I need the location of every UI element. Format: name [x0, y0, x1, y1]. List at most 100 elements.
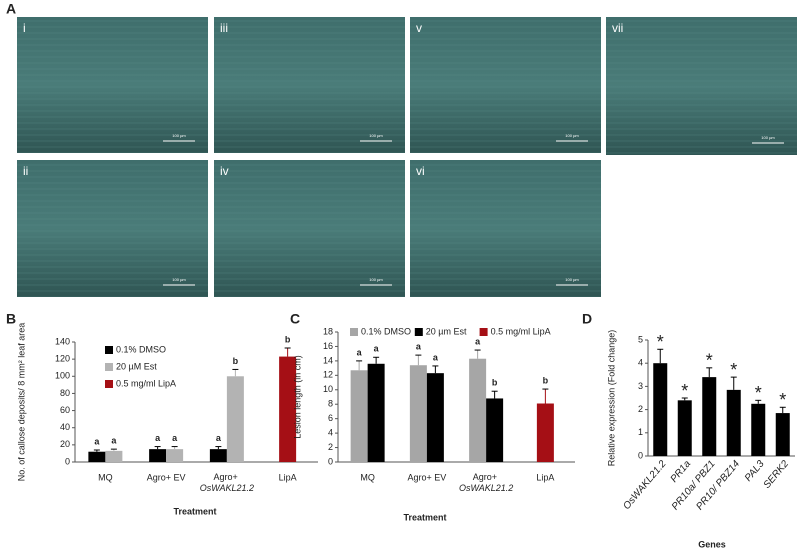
annotation: * — [755, 383, 762, 403]
y-tick-label: 20 — [60, 439, 70, 449]
significance-letter: a — [94, 436, 100, 446]
bar — [88, 451, 106, 462]
y-tick-label: 5 — [638, 334, 643, 344]
y-axis-label: No. of callose deposits/ 8 mm² leaf area — [16, 323, 26, 482]
scale-label: 100 µm — [761, 135, 775, 140]
significance-letter: b — [543, 375, 549, 385]
y-tick-label: 80 — [60, 388, 70, 398]
annotation: * — [681, 381, 688, 401]
legend-swatch — [105, 363, 113, 371]
y-tick-label: 120 — [55, 354, 70, 364]
significance-letter: a — [357, 347, 363, 357]
bar — [751, 403, 766, 456]
y-tick-label: 4 — [638, 358, 643, 368]
y-tick-label: 2 — [328, 442, 333, 452]
legend-label: 0.5 mg/ml LipA — [116, 378, 176, 388]
micrograph: vii 100 µm — [606, 17, 797, 155]
panel-label: C — [290, 311, 300, 327]
x-tick-label: MQ — [98, 472, 113, 482]
panel-label: D — [582, 311, 592, 327]
annotation: * — [779, 390, 786, 410]
y-axis-label: Lesion length (in cm) — [292, 355, 302, 439]
y-tick-label: 4 — [328, 427, 333, 437]
significance-letter: a — [433, 352, 439, 362]
micrograph: iv 100 µm — [214, 160, 405, 297]
y-tick-label: 14 — [323, 355, 333, 365]
bar — [367, 363, 385, 462]
bar — [726, 389, 741, 456]
panel-label: B — [6, 311, 16, 327]
micrograph-texture — [214, 160, 405, 297]
micrograph-label: iii — [220, 21, 228, 35]
significance-letter: a — [374, 344, 380, 354]
panel-label: A — [6, 1, 16, 17]
y-tick-label: 40 — [60, 422, 70, 432]
legend-swatch — [105, 346, 113, 354]
micrograph-texture — [410, 160, 601, 297]
annotation: * — [730, 360, 737, 380]
y-tick-label: 6 — [328, 413, 333, 423]
significance-letter: a — [111, 436, 117, 446]
bar — [149, 449, 167, 462]
legend-label: 20 µM Est — [116, 361, 157, 371]
legend-swatch — [414, 328, 423, 336]
x-tick-label: Agro+ OsWAKL21.2 — [459, 472, 513, 493]
y-tick-label: 1 — [638, 427, 643, 437]
significance-letter: a — [475, 336, 481, 346]
bar — [166, 449, 184, 462]
x-tick-label: OsWAKL21.2 — [621, 458, 669, 512]
significance-letter: b — [233, 356, 239, 366]
legend-label: 0.5 mg/ml LipA — [491, 326, 551, 336]
micrograph-label: iv — [220, 164, 229, 178]
y-tick-label: 0 — [65, 456, 70, 466]
x-axis-label: Treatment — [173, 506, 216, 516]
scale-label: 100 µm — [565, 277, 579, 282]
y-tick-label: 16 — [323, 341, 333, 351]
y-tick-label: 3 — [638, 381, 643, 391]
bar — [536, 403, 554, 462]
legend-label: 0.1% DMSO — [116, 344, 166, 354]
micrograph-label: ii — [23, 164, 28, 178]
scale-label: 100 µm — [369, 277, 383, 282]
bar — [702, 377, 717, 456]
x-tick-label: PAL3 — [743, 458, 767, 484]
micrograph-label: vii — [612, 21, 623, 35]
micrograph: ii 100 µm — [17, 160, 208, 297]
x-tick-label: MQ — [360, 472, 375, 482]
micrograph-texture — [410, 17, 601, 153]
scale-label: 100 µm — [172, 133, 186, 138]
micrograph-texture — [214, 17, 405, 153]
x-tick-label: SERK2 — [762, 458, 792, 491]
x-axis-label: Treatment — [403, 512, 446, 522]
bar — [653, 363, 668, 456]
micrograph: v 100 µm — [410, 17, 601, 153]
y-axis-label: Relative expression (Fold change) — [606, 330, 616, 467]
significance-letter: b — [285, 334, 291, 344]
x-tick-label: Agro+ EV — [407, 472, 446, 482]
micrograph: vi 100 µm — [410, 160, 601, 297]
annotation: * — [657, 332, 664, 352]
y-tick-label: 8 — [328, 399, 333, 409]
bar — [350, 370, 368, 462]
annotation: * — [706, 351, 713, 371]
bar — [279, 356, 297, 462]
significance-letter: a — [155, 433, 161, 443]
legend-label: 0.1% DMSO — [361, 326, 411, 336]
scale-label: 100 µm — [369, 133, 383, 138]
bar — [426, 373, 444, 462]
bar — [486, 398, 504, 462]
bar — [226, 376, 244, 462]
y-tick-label: 12 — [323, 370, 333, 380]
scale-label: 100 µm — [565, 133, 579, 138]
legend-swatch — [105, 380, 113, 388]
x-tick-label: Agro+ OsWAKL21.2 — [200, 472, 254, 493]
bar — [105, 450, 123, 462]
y-tick-label: 0 — [328, 456, 333, 466]
bar — [469, 358, 487, 462]
micrograph-texture — [606, 17, 797, 155]
significance-letter: a — [216, 433, 222, 443]
micrograph-texture — [17, 160, 208, 297]
bar — [677, 400, 692, 456]
x-axis-label: Genes — [698, 539, 726, 549]
bar — [209, 449, 227, 462]
